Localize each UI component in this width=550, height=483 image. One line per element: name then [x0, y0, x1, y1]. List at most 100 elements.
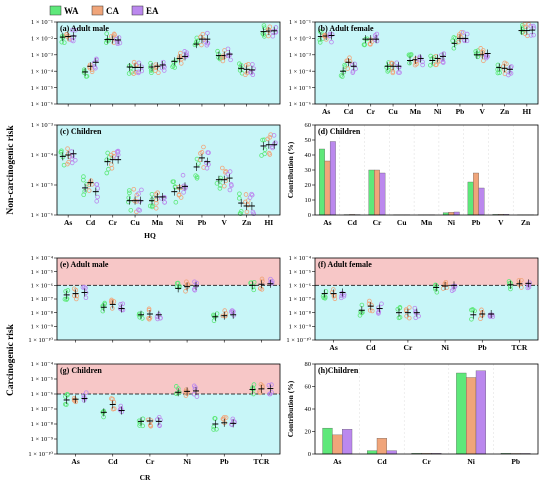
y-tick-label: 1 × 10⁻⁴ — [289, 68, 312, 75]
risk-zone — [57, 258, 280, 286]
bar-ea — [329, 141, 336, 216]
data-point-ea — [191, 383, 197, 389]
x-tick-label: As — [71, 457, 79, 466]
x-tick-label: Cd — [366, 343, 376, 352]
panel-frame — [314, 124, 539, 216]
data-point-ea — [228, 182, 234, 187]
data-point-ea — [203, 160, 209, 165]
data-point-wa — [236, 196, 242, 201]
data-point-ca — [87, 62, 93, 68]
x-tick-label: HI — [522, 107, 531, 116]
bar-ca — [374, 169, 380, 216]
bar-ca — [376, 438, 387, 455]
data-point-ca — [433, 62, 439, 68]
data-point-wa — [81, 177, 86, 183]
data-point-ca — [443, 280, 449, 285]
data-point-ea — [137, 208, 142, 213]
data-point-ca — [154, 201, 159, 206]
data-point-wa — [341, 69, 347, 75]
legend-swatch-ca — [91, 5, 104, 16]
panels: 1 × 10⁻⁶ 1 × 10⁻⁵ 1 × 10⁻⁴ 1 × 10⁻³ 1 × 10⁻²… — [28, 19, 539, 466]
data-point-ca — [478, 316, 483, 322]
data-point-wa — [106, 38, 112, 43]
x-tick-label: As — [322, 107, 330, 116]
data-point-ea — [440, 60, 446, 65]
data-point-ea — [338, 295, 344, 301]
data-point-wa — [386, 67, 391, 73]
panel-title: (g) Children — [60, 366, 102, 375]
legend-swatch-ea — [131, 5, 144, 16]
y-tick-label: 1 × 10⁻⁷ — [31, 406, 53, 413]
data-point-ea — [267, 391, 272, 397]
data-point-wa — [262, 151, 267, 157]
data-point-ca — [389, 65, 395, 70]
x-tick-label: Cr — [108, 218, 117, 227]
y-tick-label: 1 × 10⁻¹⁰ — [286, 337, 311, 344]
data-point-ea — [527, 280, 532, 286]
data-point-ca — [523, 24, 529, 30]
data-point-ea — [156, 414, 162, 420]
data-point-ea — [192, 287, 198, 293]
y-tick-label: 20 — [305, 429, 312, 436]
y-tick-label: 1 × 10⁻⁴ — [31, 68, 54, 75]
y-tick-label: 1 × 10⁻² — [31, 36, 53, 43]
bar-wa — [456, 372, 467, 455]
y-tick-label: 20 — [305, 182, 312, 189]
data-point-wa — [506, 279, 512, 284]
data-point-wa — [62, 296, 68, 302]
data-point-ca — [65, 146, 70, 151]
data-point-ea — [508, 71, 514, 76]
data-point-wa — [140, 423, 145, 429]
y-tick-label: 1 × 10⁻⁷ — [289, 296, 311, 303]
panel-frame — [56, 124, 281, 216]
data-point-wa — [63, 289, 68, 294]
y-tick-label: 1 × 10⁻¹⁰ — [28, 337, 53, 344]
data-point-ca — [200, 31, 206, 37]
data-point-ca — [266, 150, 272, 156]
data-point-ca — [481, 58, 486, 64]
data-point-ea — [227, 187, 233, 193]
data-point-ea — [194, 280, 199, 286]
data-point-wa — [126, 195, 132, 201]
data-point-ea — [420, 62, 425, 68]
data-point-wa — [262, 147, 268, 152]
x-tick-label: Mn — [410, 107, 422, 116]
data-point-wa — [193, 173, 198, 178]
data-point-ea — [462, 38, 467, 44]
y-tick-label: 1 × 10⁻⁸ — [289, 310, 312, 317]
y-tick-label: 60 — [305, 122, 312, 129]
data-point-wa — [65, 288, 71, 293]
data-point-wa — [64, 296, 70, 301]
data-point-ea — [69, 27, 75, 33]
data-point-wa — [433, 282, 438, 288]
data-point-ea — [350, 68, 356, 74]
data-point-ea — [116, 35, 122, 40]
panel-title: (f) Adult female — [318, 260, 372, 269]
data-point-ea — [180, 172, 186, 178]
data-point-ca — [109, 396, 114, 401]
data-point-ca — [109, 297, 114, 303]
panel-f: 1 × 10⁻¹⁰ 1 × 10⁻⁹ 1 × 10⁻⁸ 1 × 10⁻⁷ 1 × 10⁻… — [286, 255, 539, 352]
x-tick-label: Zn — [242, 218, 252, 227]
data-point-wa — [81, 192, 86, 198]
data-point-wa — [139, 311, 145, 317]
x-tick-label: Pb — [456, 107, 465, 116]
data-point-ca — [258, 286, 263, 291]
y-tick-label: 1 × 10⁻⁹ — [31, 324, 54, 331]
data-point-ca — [131, 71, 136, 76]
data-point-ea — [205, 150, 211, 155]
x-tick-label: As — [323, 218, 331, 227]
data-point-ca — [329, 290, 335, 295]
data-point-ca — [156, 70, 161, 76]
x-tick-label: TCR — [253, 457, 269, 466]
data-point-ca — [153, 68, 158, 73]
data-point-ca — [146, 315, 151, 321]
data-point-wa — [216, 51, 221, 57]
data-point-ca — [178, 61, 184, 66]
data-point-ea — [72, 158, 78, 163]
data-point-wa — [251, 287, 257, 293]
safe-zone — [315, 285, 538, 340]
data-point-ea — [136, 70, 141, 76]
y-tick-label: 1 × 10⁻⁶ — [289, 101, 311, 108]
data-point-wa — [211, 313, 217, 319]
